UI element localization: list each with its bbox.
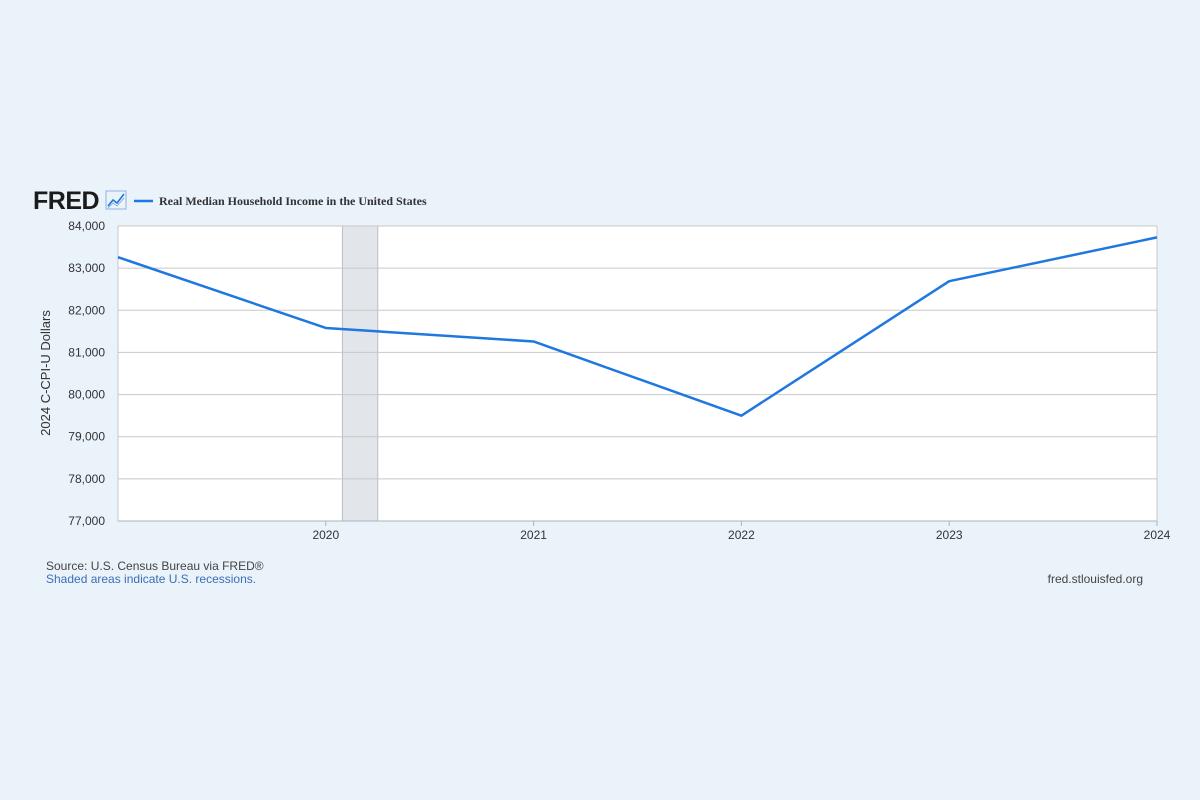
site-link[interactable]: fred.stlouisfed.org: [1048, 572, 1143, 586]
chart-header: FRED Real Median Household Income in the…: [33, 187, 427, 215]
y-tick-label: 81,000: [68, 345, 105, 359]
recession-note-link[interactable]: Shaded areas indicate U.S. recessions.: [46, 572, 256, 586]
y-tick-label: 83,000: [68, 261, 105, 275]
gridlines: [117, 225, 1158, 522]
recession-band-0: [341, 225, 379, 522]
series-layer: [117, 236, 1158, 417]
y-tick-label: 80,000: [68, 388, 105, 402]
y-axis-ticks: 77,000 78,000 79,000 80,000 81,000 82,000 83,0…: [68, 219, 105, 528]
fred-logo[interactable]: FRED: [33, 187, 100, 215]
y-tick-label: 79,000: [68, 430, 105, 444]
chart-footer: Source: U.S. Census Bureau via FRED® Sha…: [46, 559, 1143, 586]
y-tick-label: 78,000: [68, 472, 105, 486]
x-tick-label: 2021: [520, 528, 547, 542]
y-axis-title: 2024 C-CPI-U Dollars: [38, 310, 53, 436]
x-tick-label: 2024: [1144, 528, 1171, 542]
x-tick-label: 2023: [936, 528, 963, 542]
x-axis-ticks: 2020 2021 2022 2023 2024: [312, 521, 1171, 542]
y-tick-label: 84,000: [68, 219, 105, 233]
series-line-0[interactable]: [117, 236, 1158, 417]
x-tick-label: 2022: [728, 528, 755, 542]
y-tick-label: 82,000: [68, 303, 105, 317]
trend-line-icon: [105, 190, 127, 210]
legend-label[interactable]: Real Median Household Income in the Unit…: [159, 194, 427, 208]
y-tick-label: 77,000: [68, 514, 105, 528]
x-tick-label: 2020: [312, 528, 339, 542]
recession-shading: [341, 225, 379, 522]
source-note: Source: U.S. Census Bureau via FRED®: [46, 559, 264, 573]
